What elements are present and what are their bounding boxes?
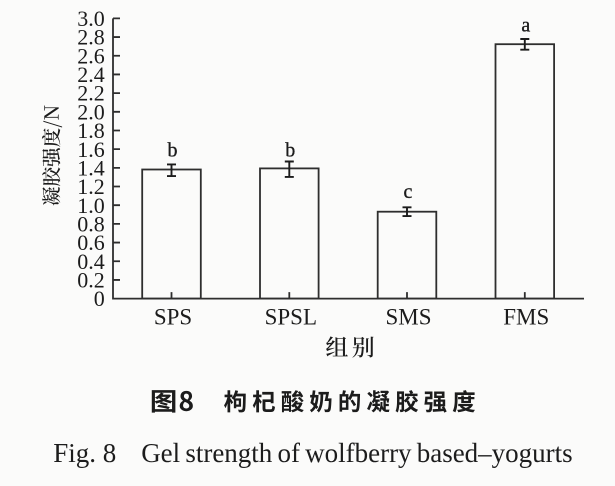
svg-text:0.4: 0.4 [77,249,105,274]
svg-text:Gel strength of wolfberry base: Gel strength of wolfberry based–yogurts [141,438,573,468]
svg-text:SPS: SPS [154,305,192,330]
svg-text:1.2: 1.2 [77,174,105,199]
svg-text:1.0: 1.0 [77,193,105,218]
svg-text:1.8: 1.8 [77,118,105,143]
svg-text:SPSL: SPSL [265,305,317,330]
svg-text:SMS: SMS [385,305,431,330]
svg-text:2.6: 2.6 [77,43,105,68]
svg-text:b: b [285,140,295,162]
svg-text:Fig. 8: Fig. 8 [53,438,116,468]
svg-text:0: 0 [94,286,105,311]
svg-text:2.4: 2.4 [77,62,105,87]
svg-text:2.2: 2.2 [77,81,105,106]
svg-text:3.0: 3.0 [77,6,105,31]
svg-text:0.6: 0.6 [77,230,105,255]
svg-text:1.6: 1.6 [77,137,105,162]
svg-text:0.8: 0.8 [77,211,105,236]
svg-text:2.8: 2.8 [77,25,105,50]
svg-text:FMS: FMS [503,305,549,330]
svg-text:1.4: 1.4 [77,155,105,180]
svg-text:2.0: 2.0 [77,99,105,124]
svg-text:b: b [168,140,178,162]
svg-text:a: a [521,14,530,36]
svg-text:c: c [404,181,413,203]
svg-text:0.2: 0.2 [77,268,105,293]
